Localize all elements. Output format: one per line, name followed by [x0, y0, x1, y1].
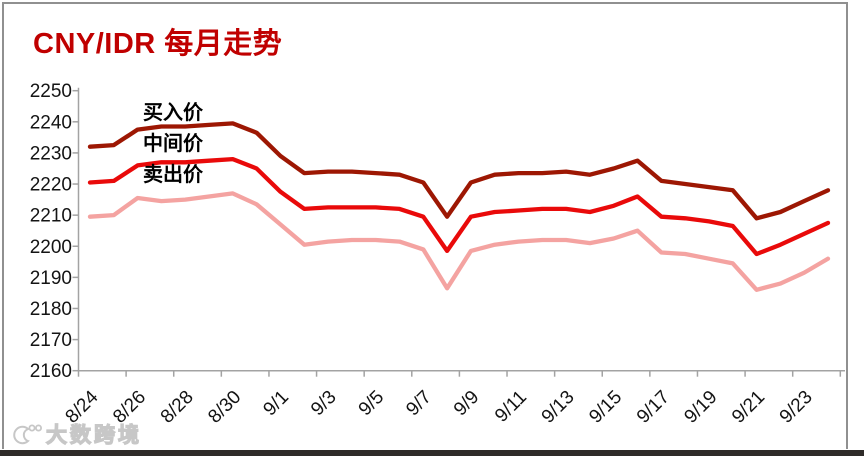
series-label-buy-price: 买入价	[143, 102, 203, 124]
x-tick-label: 9/17	[633, 387, 674, 428]
watermark-logo-icon	[13, 424, 42, 445]
y-tick-label: 2220	[30, 175, 72, 196]
y-tick-label: 2250	[30, 81, 72, 102]
series-label-sell-price: 卖出价	[143, 164, 203, 186]
x-tick-label: 9/5	[355, 387, 389, 421]
y-tick-label: 2200	[30, 237, 72, 258]
y-tick-label: 2190	[30, 268, 72, 289]
x-tick-label: 8/30	[204, 387, 245, 428]
watermark-text: 大数跨境	[45, 423, 142, 447]
y-tick-label: 2160	[30, 361, 72, 382]
y-tick-label: 2240	[30, 112, 72, 133]
y-tick-label: 2210	[30, 206, 72, 227]
series-line-中间价	[87, 156, 831, 257]
chart-frame-border	[2, 2, 848, 449]
x-tick-label: 9/15	[585, 387, 626, 428]
x-tick-label: 9/9	[450, 387, 484, 421]
bottom-edge-bar	[0, 450, 864, 456]
series-line-买入价	[87, 121, 831, 221]
x-tick-label: 9/3	[307, 387, 341, 421]
y-tick-label: 2230	[30, 143, 72, 164]
y-tick-label: 2170	[30, 330, 72, 351]
y-tick-label: 2180	[30, 299, 72, 320]
x-tick-label: 9/13	[538, 387, 579, 428]
series-line-卖出价	[87, 191, 831, 292]
watermark: 大数跨境	[8, 422, 142, 448]
series-label-mid-price: 中间价	[143, 133, 203, 155]
x-tick-label: 9/19	[681, 387, 722, 428]
x-tick-label: 8/28	[157, 387, 198, 428]
x-tick-label: 9/1	[259, 387, 293, 421]
x-tick-label: 9/11	[491, 387, 531, 427]
x-tick-label: 9/23	[776, 387, 817, 428]
chart-title: CNY/IDR 每月走势	[33, 28, 283, 60]
x-tick-label: 9/7	[402, 387, 436, 421]
x-tick-label: 9/21	[728, 387, 769, 428]
